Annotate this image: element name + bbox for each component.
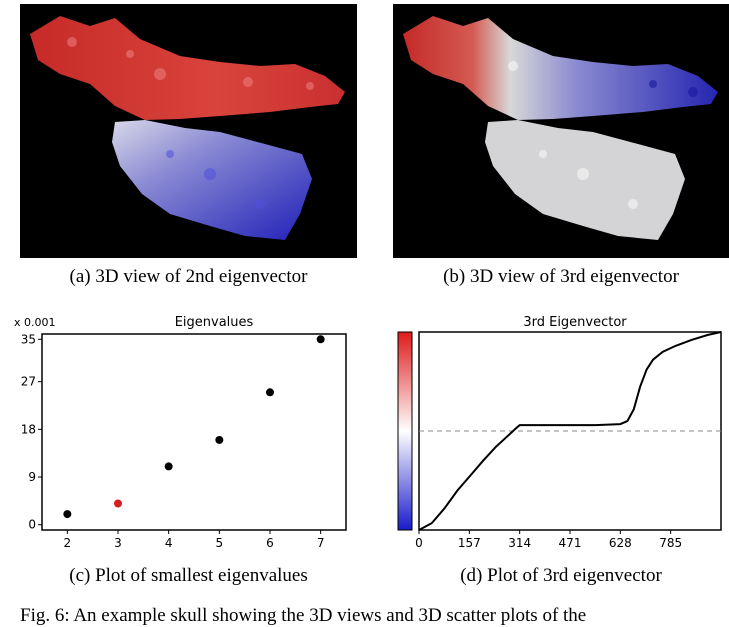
x-tick-label: 3: [114, 536, 122, 550]
x-tick-label: 7: [317, 536, 325, 550]
x-tick-label: 471: [559, 536, 582, 550]
y-tick-label: 35: [21, 332, 36, 346]
y-tick-label: 0: [28, 518, 36, 532]
eigenvalues-chart: x 0.001 Eigenvalues 0 9 18 27 35 2 3 4 5 6 7: [14, 315, 347, 550]
figure-caption: Fig. 6: An example skull showing the 3D …: [20, 605, 587, 626]
x-tick-label: 785: [659, 536, 682, 550]
highlighted-eigenvalue-point: [114, 499, 122, 508]
x-tick-label: 628: [609, 536, 632, 550]
chart-c-plot-frame: [41, 333, 347, 531]
eigenvector-2-render: [20, 4, 357, 258]
x-tick-label: 314: [508, 536, 531, 550]
eigenvalue-point: [316, 335, 325, 344]
eigenvalue-point: [164, 462, 173, 471]
chart-c-title: Eigenvalues: [175, 315, 254, 330]
caption-a: (a) 3D view of 2nd eigenvector: [69, 266, 308, 287]
x-tick-label: 0: [415, 536, 423, 550]
eigenvalue-point: [215, 435, 224, 444]
eigenvalue-point: [63, 510, 72, 519]
chart-d-title: 3rd Eigenvector: [523, 315, 627, 330]
eigenvalue-point: [266, 388, 274, 397]
caption-c: (c) Plot of smallest eigenvalues: [69, 565, 308, 586]
caption-d: (d) Plot of 3rd eigenvector: [460, 565, 662, 586]
y-tick-label: 9: [28, 470, 36, 484]
eigenvector-3-render: [393, 4, 729, 258]
eigenvector-3-chart: 3rd Eigenvector 0 157 314 471 628 785: [397, 315, 722, 550]
eigenvector-series-line: [418, 331, 722, 531]
x-tick-label: 157: [458, 536, 481, 550]
y-tick-label: 27: [21, 375, 36, 389]
x-tick-label: 6: [266, 536, 274, 550]
x-tick-label: 4: [165, 536, 173, 550]
colorbar: [397, 331, 413, 531]
chart-c-scale-note: x 0.001: [14, 316, 56, 329]
caption-b: (b) 3D view of 3rd eigenvector: [443, 266, 679, 287]
x-tick-label: 2: [64, 536, 72, 550]
x-tick-label: 5: [216, 536, 224, 550]
y-tick-label: 18: [21, 422, 36, 436]
